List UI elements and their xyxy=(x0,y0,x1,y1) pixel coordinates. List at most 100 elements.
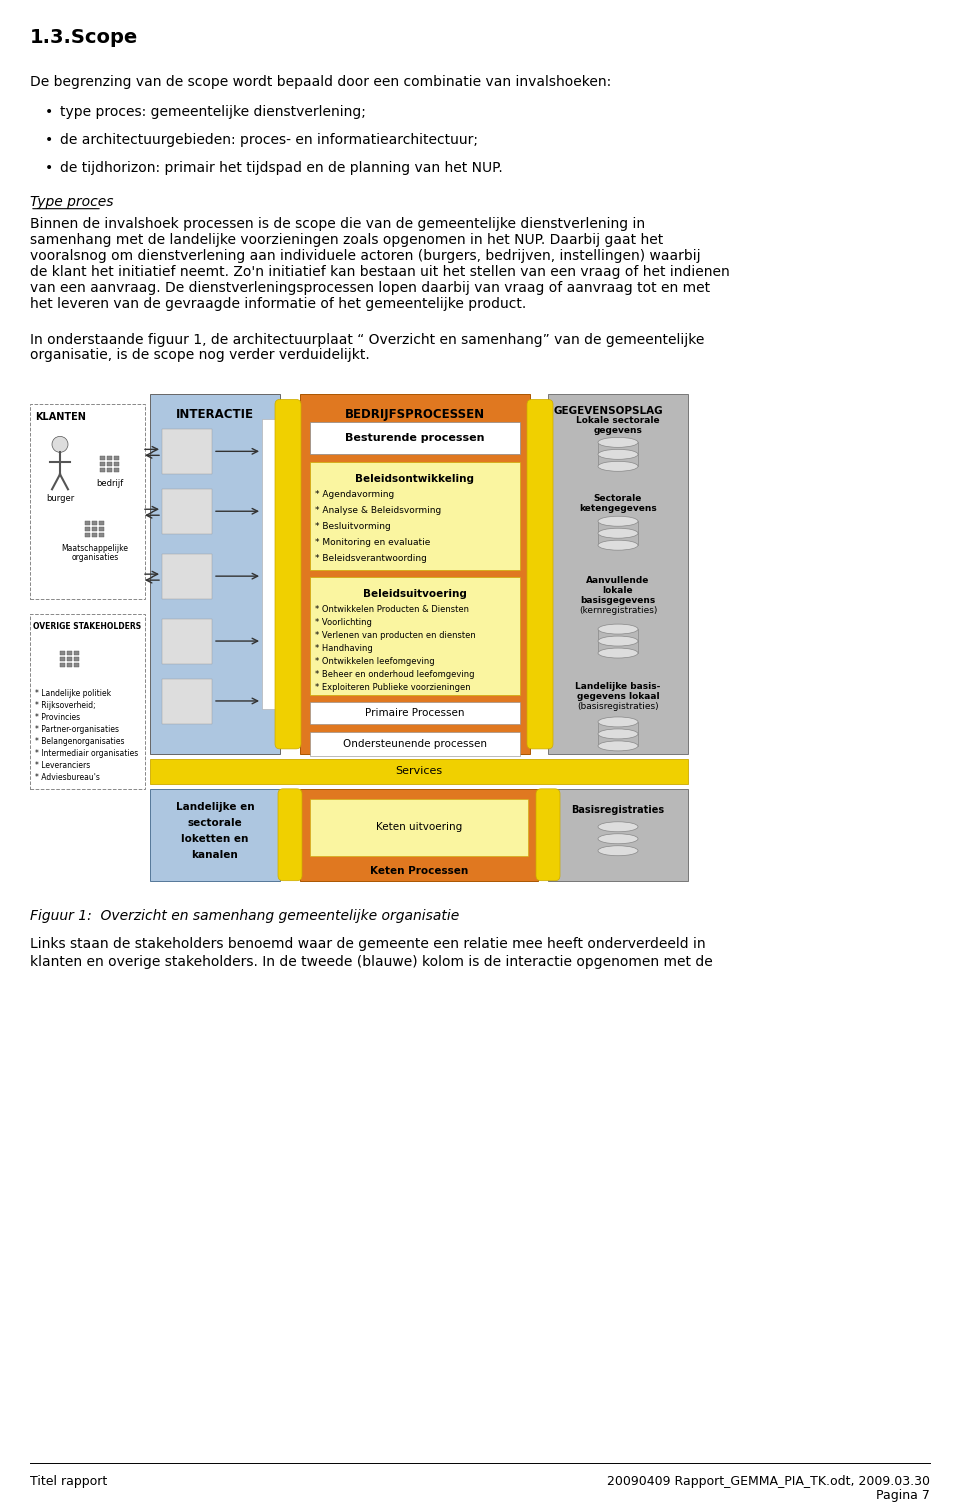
Text: Keten uitvoering: Keten uitvoering xyxy=(376,822,462,832)
Text: Beleidsontwikkeling: Beleidsontwikkeling xyxy=(355,474,474,485)
Bar xyxy=(162,554,212,599)
Bar xyxy=(60,664,65,667)
Text: Type proces: Type proces xyxy=(30,194,113,209)
Ellipse shape xyxy=(598,637,638,646)
Text: de klant het initiatief neemt. Zo'n initiatief kan bestaan uit het stellen van e: de klant het initiatief neemt. Zo'n init… xyxy=(30,265,730,278)
Bar xyxy=(162,679,212,724)
Text: 20090409 Rapport_GEMMA_PIA_TK.odt, 2009.03.30: 20090409 Rapport_GEMMA_PIA_TK.odt, 2009.… xyxy=(607,1475,930,1488)
Text: * Beheer en onderhoud leefomgeving: * Beheer en onderhoud leefomgeving xyxy=(315,670,474,679)
Ellipse shape xyxy=(598,438,638,447)
Bar xyxy=(310,462,520,570)
Text: de tijdhorizon: primair het tijdspad en de planning van het NUP.: de tijdhorizon: primair het tijdspad en … xyxy=(60,161,503,175)
Bar xyxy=(100,468,105,473)
Text: * Intermediair organisaties: * Intermediair organisaties xyxy=(35,749,138,759)
Text: * Ontwikkelen leefomgeving: * Ontwikkelen leefomgeving xyxy=(315,658,435,667)
Bar xyxy=(67,658,72,661)
Circle shape xyxy=(52,436,68,453)
Ellipse shape xyxy=(598,540,638,551)
Text: * Belangenorganisaties: * Belangenorganisaties xyxy=(35,737,125,746)
Text: * Provincies: * Provincies xyxy=(35,713,80,722)
Bar xyxy=(67,652,72,655)
Ellipse shape xyxy=(598,625,638,634)
Text: * Exploiteren Publieke voorzieningen: * Exploiteren Publieke voorzieningen xyxy=(315,683,470,692)
Ellipse shape xyxy=(598,728,638,739)
Ellipse shape xyxy=(598,846,638,856)
Text: * Beleidsverantwoording: * Beleidsverantwoording xyxy=(315,554,427,563)
Text: * Ontwikkelen Producten & Diensten: * Ontwikkelen Producten & Diensten xyxy=(315,605,469,614)
Bar xyxy=(310,731,520,756)
Text: Lokale sectorale: Lokale sectorale xyxy=(576,417,660,426)
Bar xyxy=(107,468,112,473)
FancyBboxPatch shape xyxy=(275,399,301,749)
Bar xyxy=(262,420,277,709)
Text: ketengegevens: ketengegevens xyxy=(579,504,657,513)
Bar xyxy=(114,462,119,467)
Text: Figuur 1:  Overzicht en samenhang gemeentelijke organisatie: Figuur 1: Overzicht en samenhang gemeent… xyxy=(30,909,459,923)
Text: Binnen de invalshoek processen is de scope die van de gemeentelijke dienstverlen: Binnen de invalshoek processen is de sco… xyxy=(30,217,645,230)
Bar xyxy=(74,652,79,655)
Bar xyxy=(100,456,105,461)
Ellipse shape xyxy=(598,649,638,658)
Bar xyxy=(310,423,520,455)
Ellipse shape xyxy=(598,516,638,527)
Text: * Verlenen van producten en diensten: * Verlenen van producten en diensten xyxy=(315,631,476,640)
Bar xyxy=(100,462,105,467)
Text: * Voorlichting: * Voorlichting xyxy=(315,619,372,628)
Text: Primaire Processen: Primaire Processen xyxy=(365,707,465,718)
Bar xyxy=(92,521,97,525)
Ellipse shape xyxy=(598,834,638,844)
Bar xyxy=(150,394,280,754)
Text: GEGEVENSOPSLAG: GEGEVENSOPSLAG xyxy=(553,406,662,417)
Bar xyxy=(310,576,520,695)
Text: 1.3.Scope: 1.3.Scope xyxy=(30,29,138,47)
Text: * Partner-organisaties: * Partner-organisaties xyxy=(35,725,119,734)
Text: In onderstaande figuur 1, de architectuurplaat “ Overzicht en samenhang” van de : In onderstaande figuur 1, de architectuu… xyxy=(30,333,705,346)
Bar xyxy=(99,527,104,531)
Text: •: • xyxy=(45,161,53,175)
Text: de architectuurgebieden: proces- en informatiearchitectuur;: de architectuurgebieden: proces- en info… xyxy=(60,132,478,147)
Text: * Analyse & Beleidsvorming: * Analyse & Beleidsvorming xyxy=(315,506,442,515)
Bar xyxy=(107,462,112,467)
Text: gegevens: gegevens xyxy=(593,426,642,435)
Text: loketten en: loketten en xyxy=(181,834,249,844)
Text: KLANTEN: KLANTEN xyxy=(35,412,85,423)
Ellipse shape xyxy=(598,716,638,727)
Text: bedrijf: bedrijf xyxy=(96,479,124,488)
Text: vooralsnog om dienstverlening aan individuele actoren (burgers, bedrijven, inste: vooralsnog om dienstverlening aan indivi… xyxy=(30,248,701,263)
Text: burger: burger xyxy=(46,494,74,503)
FancyBboxPatch shape xyxy=(527,399,553,749)
Bar xyxy=(67,664,72,667)
Text: Keten Processen: Keten Processen xyxy=(370,865,468,876)
Ellipse shape xyxy=(598,740,638,751)
Ellipse shape xyxy=(598,822,638,832)
Bar xyxy=(74,664,79,667)
Bar xyxy=(150,789,280,880)
Ellipse shape xyxy=(598,528,638,539)
Bar xyxy=(99,521,104,525)
Bar xyxy=(300,394,530,754)
Text: sectorale: sectorale xyxy=(187,817,242,828)
Bar xyxy=(85,521,90,525)
Text: Besturende processen: Besturende processen xyxy=(346,433,485,444)
Ellipse shape xyxy=(598,462,638,471)
Bar xyxy=(92,527,97,531)
Text: •: • xyxy=(45,132,53,147)
Text: BEDRIJFSPROCESSEN: BEDRIJFSPROCESSEN xyxy=(345,408,485,421)
Bar xyxy=(74,658,79,661)
Text: * Rijksoverheid;: * Rijksoverheid; xyxy=(35,701,96,710)
Text: van een aanvraag. De dienstverleningsprocessen lopen daarbij van vraag of aanvra: van een aanvraag. De dienstverleningspro… xyxy=(30,280,710,295)
Bar xyxy=(114,468,119,473)
Bar xyxy=(99,533,104,537)
Text: Landelijke basis-: Landelijke basis- xyxy=(575,682,660,691)
FancyBboxPatch shape xyxy=(536,789,560,880)
Text: klanten en overige stakeholders. In de tweede (blauwe) kolom is de interactie op: klanten en overige stakeholders. In de t… xyxy=(30,954,712,969)
Text: organisatie, is de scope nog verder verduidelijkt.: organisatie, is de scope nog verder verd… xyxy=(30,349,370,363)
Text: OVERIGE STAKEHOLDERS: OVERIGE STAKEHOLDERS xyxy=(33,622,141,631)
Text: Titel rapport: Titel rapport xyxy=(30,1475,108,1488)
Text: •: • xyxy=(45,105,53,119)
Bar xyxy=(85,527,90,531)
Text: Ondersteunende processen: Ondersteunende processen xyxy=(343,739,487,749)
Bar xyxy=(30,614,145,789)
Bar xyxy=(310,701,520,724)
Text: Landelijke en: Landelijke en xyxy=(176,802,254,811)
